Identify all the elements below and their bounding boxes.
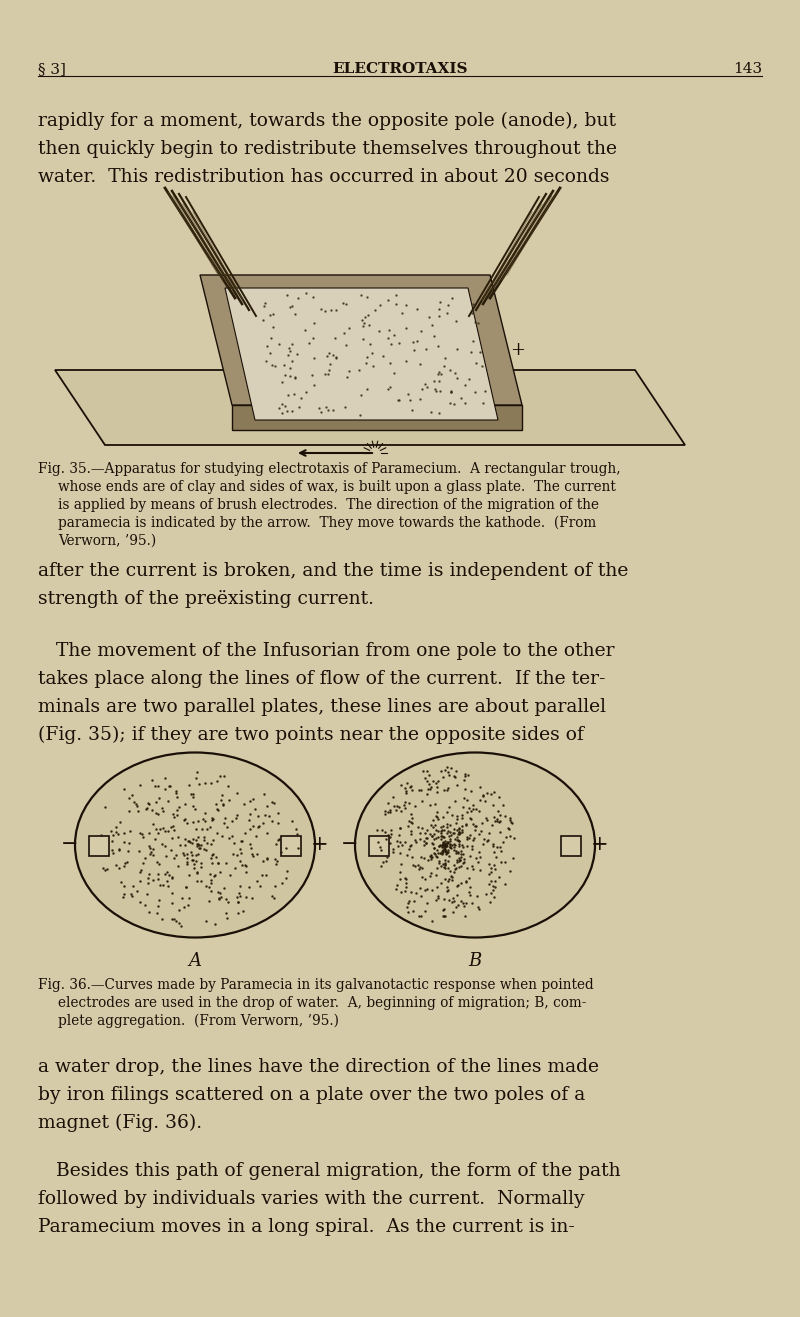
Polygon shape	[200, 275, 522, 406]
Text: +: +	[591, 835, 609, 855]
Text: 143: 143	[733, 62, 762, 76]
Text: § 3]: § 3]	[38, 62, 66, 76]
Polygon shape	[225, 288, 498, 420]
Text: minals are two parallel plates, these lines are about parallel: minals are two parallel plates, these li…	[38, 698, 606, 716]
Ellipse shape	[355, 752, 595, 938]
Text: whose ends are of clay and sides of wax, is built upon a glass plate.  The curre: whose ends are of clay and sides of wax,…	[58, 479, 616, 494]
Text: Besides this path of general migration, the form of the path: Besides this path of general migration, …	[38, 1162, 621, 1180]
Text: +: +	[510, 341, 525, 360]
Text: A: A	[189, 952, 202, 971]
Ellipse shape	[75, 752, 315, 938]
Text: strength of the preëxisting current.: strength of the preëxisting current.	[38, 590, 374, 608]
Text: plete aggregation.  (From Verworn, ’95.): plete aggregation. (From Verworn, ’95.)	[58, 1014, 339, 1029]
Bar	[561, 836, 581, 856]
Text: then quickly begin to redistribute themselves throughout the: then quickly begin to redistribute thems…	[38, 140, 617, 158]
Text: Paramecium moves in a long spiral.  As the current is in-: Paramecium moves in a long spiral. As th…	[38, 1218, 575, 1235]
Text: +: +	[311, 835, 329, 855]
Text: after the current is broken, and the time is independent of the: after the current is broken, and the tim…	[38, 562, 628, 579]
Text: a water drop, the lines have the direction of the lines made: a water drop, the lines have the directi…	[38, 1058, 599, 1076]
Bar	[281, 836, 301, 856]
Text: electrodes are used in the drop of water.  A, beginning of migration; B, com-: electrodes are used in the drop of water…	[58, 996, 586, 1010]
Text: magnet (Fig. 36).: magnet (Fig. 36).	[38, 1114, 202, 1133]
Text: −: −	[342, 835, 358, 855]
Text: paramecia is indicated by the arrow.  They move towards the kathode.  (From: paramecia is indicated by the arrow. The…	[58, 516, 596, 531]
Text: (Fig. 35); if they are two points near the opposite sides of: (Fig. 35); if they are two points near t…	[38, 726, 584, 744]
Text: by iron filings scattered on a plate over the two poles of a: by iron filings scattered on a plate ove…	[38, 1087, 586, 1104]
Text: is applied by means of brush electrodes.  The direction of the migration of the: is applied by means of brush electrodes.…	[58, 498, 599, 512]
Text: followed by individuals varies with the current.  Normally: followed by individuals varies with the …	[38, 1191, 585, 1208]
Text: B: B	[468, 952, 482, 971]
Text: Fig. 36.—Curves made by Paramecia in its galvanotactic response when pointed: Fig. 36.—Curves made by Paramecia in its…	[38, 979, 594, 992]
Text: rapidly for a moment, towards the opposite pole (anode), but: rapidly for a moment, towards the opposi…	[38, 112, 616, 130]
Polygon shape	[232, 406, 522, 429]
Bar	[89, 836, 109, 856]
Text: ELECTROTAXIS: ELECTROTAXIS	[332, 62, 468, 76]
Text: takes place along the lines of flow of the current.  If the ter-: takes place along the lines of flow of t…	[38, 670, 606, 687]
Text: −: −	[62, 835, 78, 855]
Bar	[369, 836, 389, 856]
Text: water.  This redistribution has occurred in about 20 seconds: water. This redistribution has occurred …	[38, 169, 610, 186]
Text: Fig. 35.—Apparatus for studying electrotaxis of Paramecium.  A rectangular troug: Fig. 35.—Apparatus for studying electrot…	[38, 462, 621, 475]
Text: The movement of the Infusorian from one pole to the other: The movement of the Infusorian from one …	[38, 641, 614, 660]
Text: Verworn, ’95.): Verworn, ’95.)	[58, 533, 156, 548]
Polygon shape	[55, 370, 685, 445]
